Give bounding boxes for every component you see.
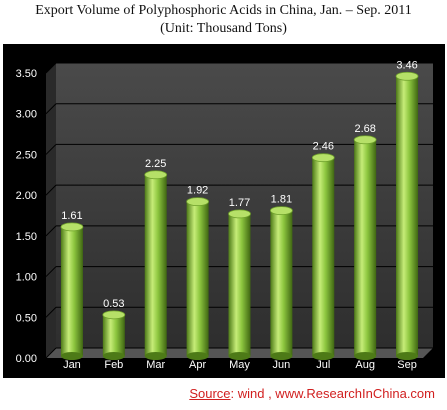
x-tick-label: Jan	[63, 359, 81, 371]
bar-top	[102, 310, 126, 320]
bar	[312, 157, 335, 356]
gridline-side	[45, 184, 57, 196]
gridline-side	[45, 62, 57, 74]
x-tick-label: Apr	[189, 359, 206, 371]
gridline-side	[45, 144, 57, 155]
x-tick-label: May	[229, 359, 250, 371]
bar	[102, 314, 125, 356]
bar	[270, 210, 293, 356]
data-label: 1.77	[229, 197, 250, 209]
gridline-side	[45, 306, 57, 318]
data-label: 1.81	[271, 194, 292, 206]
bar-top	[186, 197, 210, 207]
source-label: Source	[189, 386, 231, 401]
bar	[228, 213, 251, 356]
y-tick-label: 3.50	[16, 68, 37, 80]
data-label: 1.61	[61, 210, 82, 222]
bar-top	[60, 222, 84, 232]
gridline-side	[45, 103, 57, 115]
gridline-side	[45, 266, 57, 277]
source-text: : wind , www.ResearchInChina.com	[230, 386, 435, 401]
bar-base	[312, 352, 335, 360]
plot-side-wall	[46, 63, 56, 358]
chart-title-block: Export Volume of Polyphosphoric Acids in…	[0, 2, 447, 38]
y-tick-label: 3.00	[16, 109, 37, 121]
y-tick-label: 2.50	[16, 149, 37, 161]
source-note: Source: wind , www.ResearchInChina.com	[189, 386, 435, 401]
bar-base	[354, 352, 377, 360]
x-tick-label: Mar	[146, 359, 165, 371]
bar-top	[144, 170, 168, 180]
data-label: 2.25	[145, 158, 166, 170]
data-label: 0.53	[103, 298, 124, 310]
y-tick-label: 1.00	[16, 272, 37, 284]
data-label: 3.46	[396, 59, 417, 71]
y-tick-label: 0.00	[16, 353, 37, 365]
data-label: 1.92	[187, 185, 208, 197]
bar-base	[228, 352, 251, 360]
bar	[186, 201, 209, 356]
bar	[396, 76, 419, 356]
bar-base	[60, 352, 83, 360]
bar-base	[186, 352, 209, 360]
y-tick-label: 2.00	[16, 190, 37, 202]
y-tick-label: 0.50	[16, 312, 37, 324]
bar-top	[311, 153, 335, 163]
data-label: 2.46	[313, 141, 334, 153]
bar	[144, 174, 167, 356]
bar-top	[269, 206, 293, 216]
x-tick-label: Sep	[397, 359, 417, 371]
bar-top	[353, 135, 377, 145]
bar	[354, 139, 377, 356]
bar-top	[395, 71, 419, 81]
bar-chart: 0.00 0.50 1.00 1.50 2.00 2.50 3.00 3.50 1.61 Jan 0…	[16, 59, 433, 371]
bar-base	[102, 352, 125, 360]
bar	[60, 226, 83, 356]
chart-subtitle: (Unit: Thousand Tons)	[160, 21, 287, 36]
gridline-side	[45, 225, 57, 237]
x-tick-label: Jul	[316, 359, 330, 371]
bar-base	[396, 352, 419, 360]
data-label: 2.68	[354, 123, 375, 135]
y-tick-label: 1.50	[16, 231, 37, 243]
bar-base	[144, 352, 167, 360]
gridline-side	[45, 347, 57, 359]
bar-top	[228, 209, 251, 219]
x-tick-label: Jun	[273, 359, 291, 371]
chart-title: Export Volume of Polyphosphoric Acids in…	[35, 3, 412, 18]
x-tick-label: Aug	[355, 359, 375, 371]
bar-base	[270, 352, 293, 360]
x-tick-label: Feb	[104, 359, 123, 371]
